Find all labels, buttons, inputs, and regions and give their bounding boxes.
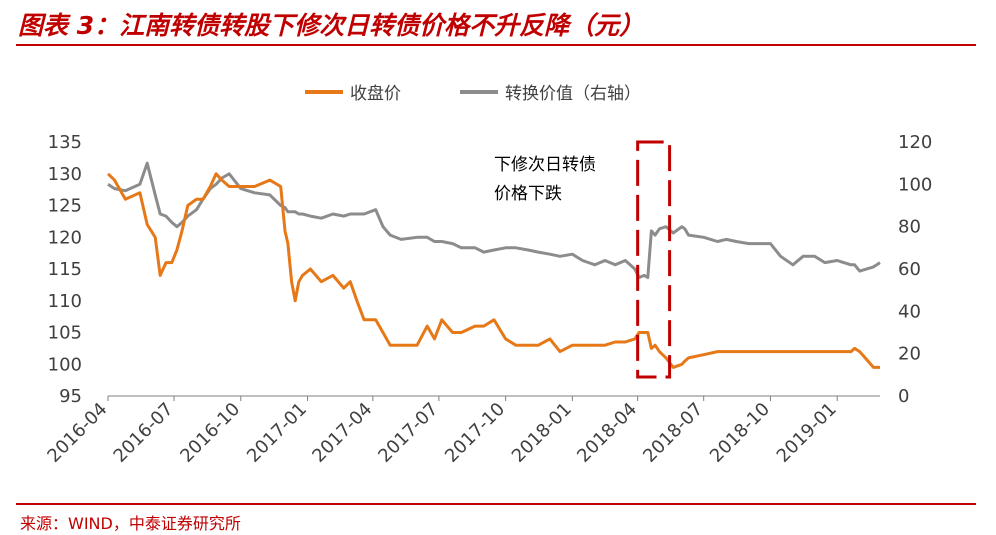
series-line-close (106, 172, 880, 369)
y-left-tick-label: 125 (48, 196, 82, 217)
y-left-tick-label: 135 (48, 132, 82, 153)
x-tick-label: 2016-10 (176, 399, 244, 467)
left-y-axis: 135 130 125 120 115 110 105 100 95 (48, 132, 82, 407)
page-title: 图表 3：江南转债转股下修次日转债价格不升反降（元） (18, 11, 645, 40)
right-y-axis: 120 100 80 60 40 20 0 (898, 132, 932, 407)
y-right-tick-label: 120 (898, 132, 932, 153)
y-right-tick-label: 20 (898, 344, 921, 365)
x-tick-label: 2018-01 (508, 399, 576, 467)
y-left-tick-label: 95 (59, 386, 82, 407)
x-tick-label: 2017-10 (441, 399, 509, 467)
title-divider (16, 44, 976, 46)
chart-annotation: 下修次日转债 价格下跌 (494, 140, 672, 379)
x-axis: 2016-042016-072016-102017-012017-042017-… (43, 396, 841, 467)
x-tick-label: 2016-07 (110, 399, 178, 467)
x-tick-label: 2018-04 (573, 399, 641, 467)
y-left-tick-label: 100 (48, 354, 82, 375)
x-tick-label: 2017-07 (374, 399, 442, 467)
legend-label-conv: 转换价值（右轴） (505, 84, 641, 104)
y-left-tick-label: 110 (48, 291, 82, 312)
x-tick-label: 2019-01 (773, 399, 841, 467)
y-right-tick-label: 80 (898, 217, 921, 238)
footer-divider (16, 503, 976, 505)
x-tick-label: 2016-04 (43, 399, 111, 467)
x-tick-label: 2017-04 (308, 399, 376, 467)
y-right-tick-label: 0 (898, 386, 909, 407)
annotation-line-1: 下修次日转债 (494, 155, 596, 175)
series-line-conv (107, 161, 881, 279)
y-right-tick-label: 100 (898, 174, 932, 195)
y-right-tick-label: 40 (898, 301, 921, 322)
annotation-line-2: 价格下跌 (494, 184, 562, 204)
source-note: 来源：WIND，中泰证券研究所 (20, 514, 241, 533)
y-left-tick-label: 120 (48, 227, 82, 248)
legend-label-close: 收盘价 (350, 84, 401, 104)
y-left-tick-label: 105 (48, 323, 82, 344)
y-left-tick-label: 115 (48, 259, 82, 280)
x-tick-label: 2018-07 (639, 399, 707, 467)
chart-legend: 收盘价 转换价值（右轴） (305, 84, 641, 104)
series-layer (106, 161, 881, 369)
y-right-tick-label: 60 (898, 259, 921, 280)
x-tick-label: 2017-01 (243, 399, 311, 467)
y-left-tick-label: 130 (48, 164, 82, 185)
annotation-box (636, 140, 672, 379)
x-tick-label: 2018-10 (706, 399, 774, 467)
